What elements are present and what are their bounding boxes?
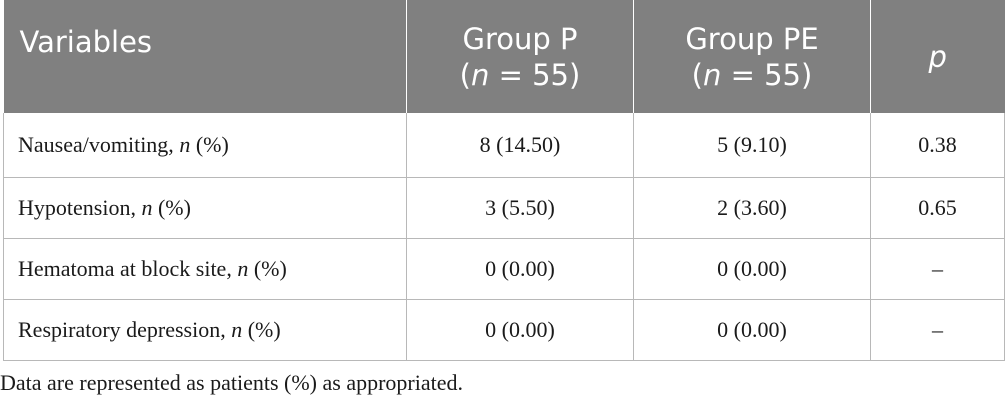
cell-group-p: 8 (14.50) [406,113,634,178]
header-group-p: Group P (n = 55) [406,0,634,113]
header-group-p-name: Group P [462,21,578,56]
cell-p-value: – [870,299,1005,361]
table-row: Nausea/vomiting, n (%) 8 (14.50) 5 (9.10… [3,113,1005,178]
cell-group-pe: 2 (3.60) [633,177,871,239]
cell-group-pe: 0 (0.00) [633,299,871,361]
table-row: Hypotension, n (%) 3 (5.50) 2 (3.60) 0.6… [3,177,1005,239]
table-row: Respiratory depression, n (%) 0 (0.00) 0… [3,299,1005,361]
cell-p-value: 0.38 [870,113,1005,178]
row-label: Respiratory depression, n (%) [3,299,407,361]
cell-group-p: 0 (0.00) [406,299,634,361]
row-label: Nausea/vomiting, n (%) [3,113,407,178]
row-label: Hypotension, n (%) [3,177,407,239]
table-footnote: Data are represented as patients (%) as … [0,370,463,395]
header-row: Variables Group P (n = 55) Group PE (n =… [3,0,1005,113]
cell-p-value: – [870,238,1005,300]
row-label: Hematoma at block site, n (%) [3,238,407,300]
header-variables: Variables [3,0,407,113]
header-group-p-n: (n = 55) [459,57,581,92]
cell-group-p: 3 (5.50) [406,177,634,239]
header-group-pe: Group PE (n = 55) [633,0,871,113]
cell-group-p: 0 (0.00) [406,238,634,300]
cell-group-pe: 0 (0.00) [633,238,871,300]
header-p-value: p [870,0,1005,113]
header-group-pe-n: (n = 55) [691,57,813,92]
cell-p-value: 0.65 [870,177,1005,239]
cell-group-pe: 5 (9.10) [633,113,871,178]
table-row: Hematoma at block site, n (%) 0 (0.00) 0… [3,238,1005,300]
adverse-events-table: Variables Group P (n = 55) Group PE (n =… [3,0,1005,361]
header-group-pe-name: Group PE [685,21,819,56]
